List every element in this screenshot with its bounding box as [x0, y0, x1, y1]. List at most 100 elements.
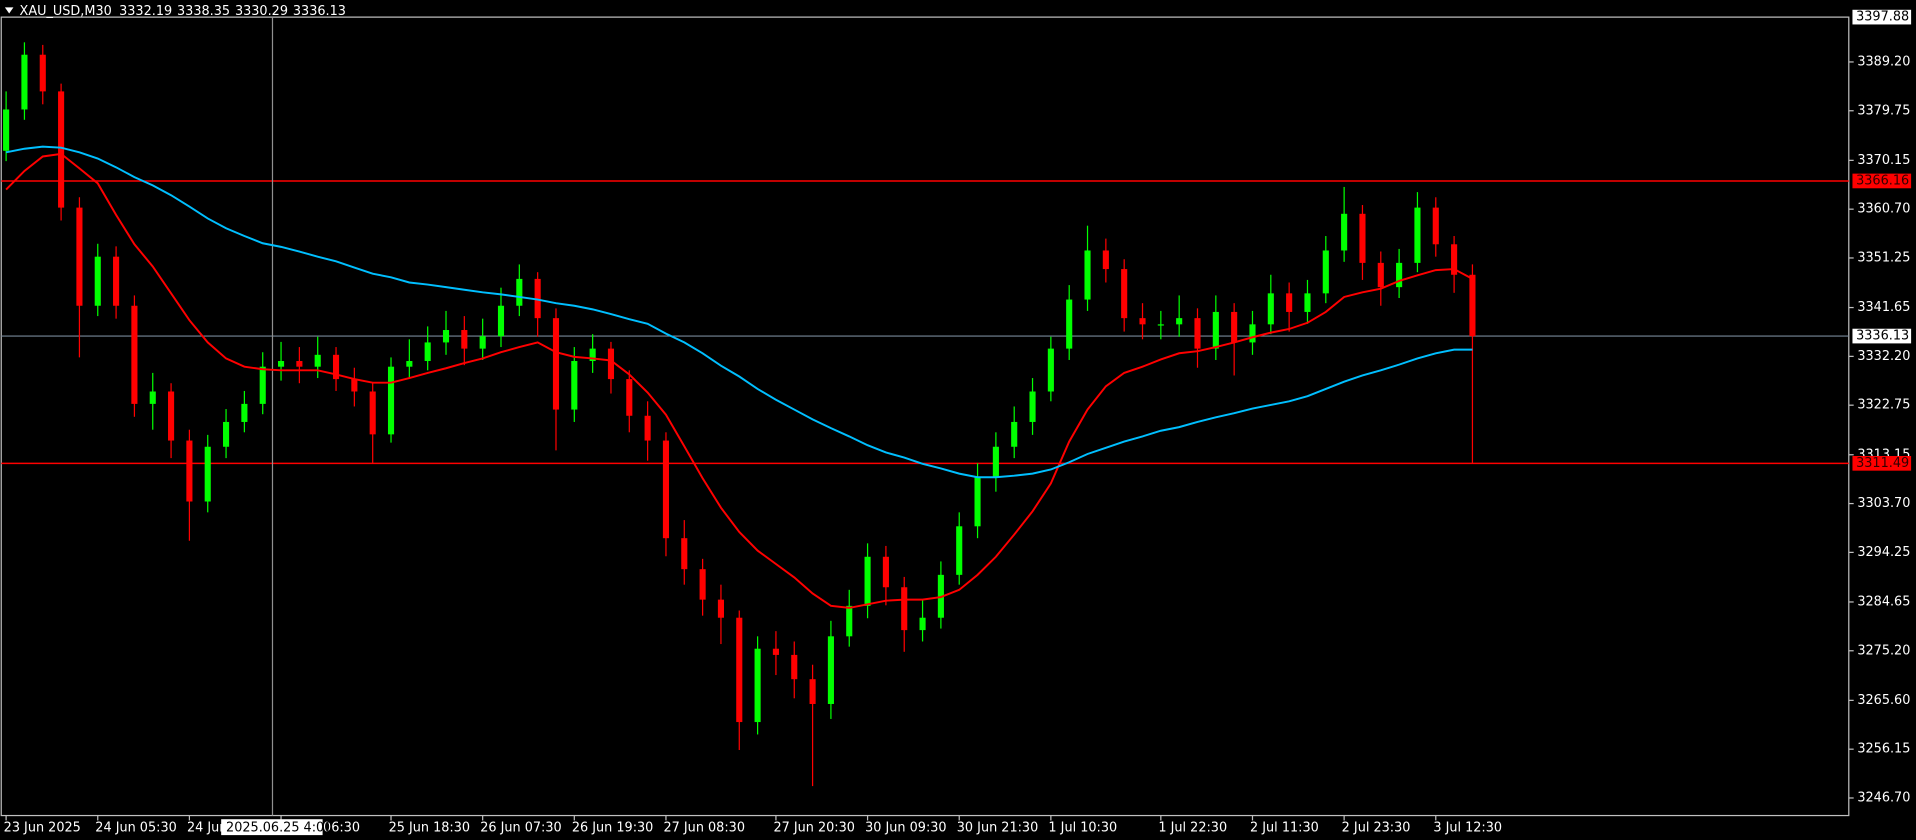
y-tick-label: 3389.20: [1857, 54, 1910, 69]
candle-body: [277, 361, 285, 367]
candle-body: [387, 366, 395, 435]
y-tick-label: 3265.60: [1857, 693, 1910, 708]
symbol-title: XAU_USD,M30: [20, 4, 112, 19]
x-tick-label: 30 Jun 21:30: [957, 820, 1038, 835]
y-tick-label: 3303.70: [1857, 496, 1910, 511]
level-label: 3366.16: [1856, 173, 1909, 188]
y-tick-label: 3332.20: [1857, 349, 1910, 364]
candle-body: [662, 440, 670, 539]
candle-body: [479, 336, 486, 349]
candle-body: [58, 91, 65, 208]
candle-body: [644, 415, 651, 441]
candle-body: [809, 679, 816, 704]
candle-body: [369, 391, 376, 435]
candle-body: [241, 403, 248, 422]
candle-body: [204, 446, 211, 502]
plot-frame: [0, 16, 1850, 817]
candle-body: [1469, 274, 1476, 337]
y-tick-label: 3275.20: [1857, 643, 1910, 658]
y-tick-label: 3351.25: [1857, 250, 1910, 265]
candle-body: [717, 599, 724, 618]
candle-body: [1359, 213, 1366, 263]
candle-body: [552, 318, 560, 410]
level-label-box: [1852, 173, 1912, 189]
candle-body: [314, 354, 321, 367]
x-tick-label: 30 Jun 09:30: [865, 820, 946, 835]
candle-body: [149, 391, 156, 404]
candle-body: [1029, 391, 1036, 422]
candle-body: [497, 305, 505, 337]
top-price-box: [1852, 9, 1912, 25]
candle-body: [736, 617, 743, 723]
candle-body: [1414, 207, 1421, 263]
x-tick-label: 26 Jun 07:30: [480, 820, 561, 835]
level-label: 3311.49: [1856, 456, 1909, 471]
x-tick-label: 27 Jun 20:30: [773, 820, 854, 835]
candle-body: [956, 526, 963, 575]
candle-body: [1267, 293, 1274, 325]
candle-body: [1011, 421, 1018, 447]
candle-body: [223, 421, 230, 447]
candle-body: [406, 361, 413, 367]
candle-body: [461, 330, 468, 349]
candle-body: [21, 54, 28, 110]
candle-body: [1396, 262, 1403, 288]
crosshair-label-box: [221, 819, 323, 836]
candle-body: [76, 207, 83, 306]
y-tick-label: 3341.65: [1857, 300, 1910, 315]
candle-body: [1231, 311, 1238, 343]
y-tick-label: 3294.25: [1857, 545, 1910, 560]
moving-average: [5, 145, 1473, 479]
x-tick-label: 3 Jul 12:30: [1433, 820, 1502, 835]
header-low: 3330.29: [235, 4, 288, 19]
x-tick-label: 26 Jun 19:30: [572, 820, 653, 835]
candle-body: [131, 305, 138, 404]
candle-body: [1176, 318, 1183, 325]
candle-body: [681, 538, 688, 570]
candle-body: [626, 379, 633, 416]
x-tick-label: 2 Jul 23:30: [1342, 820, 1411, 835]
candle-body: [1432, 207, 1439, 245]
y-tick-label: 3370.15: [1857, 153, 1910, 168]
candle-body: [974, 477, 981, 527]
candle-body: [1047, 348, 1054, 392]
candle-body: [699, 569, 706, 600]
candle-body: [113, 256, 120, 306]
candle-body: [1139, 318, 1146, 325]
top-price-label: 3397.88: [1856, 10, 1909, 25]
candle-body: [882, 556, 889, 588]
candle-body: [846, 605, 853, 637]
chart-header: XAU_USD,M30 3332.19 3338.35 3330.29 3336.13: [20, 4, 346, 19]
menu-triangle[interactable]: [4, 7, 14, 14]
candle-body: [3, 109, 10, 151]
candle-body: [1249, 324, 1256, 343]
x-tick-label: 23 Jun 2025: [4, 820, 81, 835]
x-tick-label: 1 Jul 10:30: [1048, 820, 1117, 835]
x-tick-label: 2 Jul 11:30: [1250, 820, 1319, 835]
candle-body: [168, 391, 175, 441]
candle-body: [1377, 262, 1384, 288]
bid-label: 3336.13: [1856, 329, 1909, 344]
candle-body: [589, 348, 596, 362]
candle-body: [1451, 244, 1458, 275]
candle-body: [351, 379, 358, 392]
y-tick-label: 3379.75: [1857, 103, 1910, 118]
moving-average: [5, 152, 1473, 609]
candle-body: [1194, 318, 1201, 349]
candle-body: [1304, 293, 1311, 312]
y-tick-label: 3284.65: [1857, 594, 1910, 609]
candle-body: [791, 654, 798, 680]
candle-body: [772, 648, 779, 655]
candle-body: [607, 348, 615, 380]
candle-body: [864, 556, 871, 606]
y-tick-label: 3246.70: [1857, 790, 1910, 805]
header-open: 3332.19: [119, 4, 172, 19]
candle-body: [754, 648, 761, 723]
candle-body: [1341, 213, 1348, 251]
candle-body: [919, 617, 926, 631]
candle-body: [39, 54, 46, 92]
x-tick-label: 24 Jun 05:30: [95, 820, 176, 835]
header-close: 3336.13: [293, 4, 346, 19]
